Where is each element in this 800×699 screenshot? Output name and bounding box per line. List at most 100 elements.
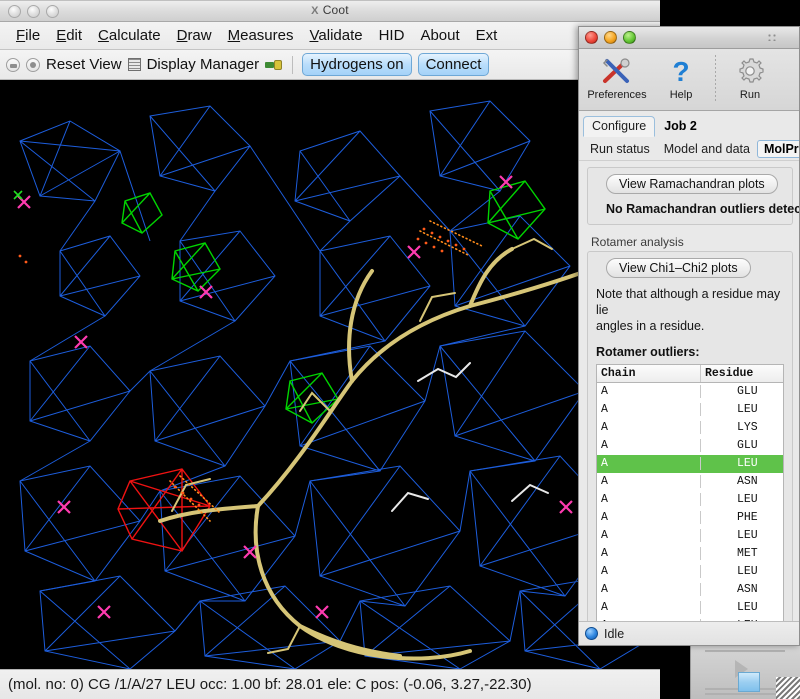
menu-edit[interactable]: Edit [56,27,83,44]
residue-number: 19 [781,403,783,416]
run-button[interactable]: Run [718,53,782,101]
tab-job-2[interactable]: Job 2 [664,119,697,133]
coot-titlebar[interactable]: X Coot [0,0,660,22]
zoom-button[interactable] [46,5,59,18]
close-button[interactable] [585,31,598,44]
coot-status-text: (mol. no: 0) CG /1/A/27 LEU occ: 1.00 bf… [8,676,532,693]
background-window-line [705,693,785,695]
tab-configure[interactable]: Configure [583,116,656,137]
ramachandran-panel: View Ramachandran plots No Ramachandran … [587,167,799,225]
blue-led-icon [585,627,598,640]
residue-number: 54 [781,511,783,524]
cell-residue: LEU 59 [701,529,783,543]
tab-run-status[interactable]: Run status [590,141,650,156]
preferences-label: Preferences [587,89,647,101]
view-ramachandran-plots-button[interactable]: View Ramachandran plots [606,174,778,194]
abort-button[interactable]: Abort [782,53,799,101]
coot-status-indicator[interactable] [738,672,760,692]
tools-icon [585,53,649,89]
table-row[interactable]: A LYS 21 [597,419,783,437]
molprobity-titlebar[interactable] [579,27,799,49]
table-row[interactable]: A LEU 74 [597,563,783,581]
residue-number: 59 [781,529,783,542]
cell-chain: A [597,493,701,507]
table-row[interactable]: A LEU 19 [597,401,783,419]
zoom-button[interactable] [623,31,636,44]
help-button[interactable]: ? Help [649,53,713,101]
menu-hid[interactable]: HID [378,27,405,44]
residue-name: ASN [737,475,758,489]
rotamer-note-line-2: angles in a residue. [596,319,705,334]
table-row[interactable]: ALEU162 [597,617,783,621]
hydrogens-on-button[interactable]: Hydrogens on [302,53,412,76]
cell-chain: A [597,619,701,621]
residue-name: GLU [737,439,758,453]
rotamer-outliers-label: Rotamer outliers: [596,344,700,359]
minimize-button[interactable] [27,5,40,18]
menu-draw[interactable]: Draw [176,27,212,44]
cell-residue: LYS 21 [701,421,783,434]
table-row[interactable]: A MET 63 [597,545,783,563]
molprobity-top-tabs[interactable]: Configure Job 2 [579,111,799,137]
view-chi1-chi2-plots-button[interactable]: View Chi1–Chi2 plots [606,258,751,278]
cell-residue: MET 63 [701,547,783,560]
column-header-residue[interactable]: Residue [705,366,754,380]
menu-calculate[interactable]: Calculate [98,27,161,44]
table-row[interactable]: A ASN 99 [597,581,783,599]
cell-chain: A [597,583,701,597]
table-row[interactable]: A GLU 24 [597,437,783,455]
cell-chain: A [597,475,701,489]
residue-number: 24 [781,439,783,452]
reset-view-button[interactable]: Reset View [46,56,122,73]
menu-validate[interactable]: Validate [309,27,363,44]
coot-3d-viewport[interactable] [0,81,660,669]
table-row[interactable]: A LEU 160 [597,599,783,617]
residue-number: 27 [781,457,783,470]
coot-window-buttons[interactable] [8,5,59,18]
display-manager-button[interactable]: Display Manager [146,56,260,73]
resize-grip-icon[interactable] [776,677,800,699]
radio-flat-icon[interactable] [6,57,20,72]
cell-chain: A [597,421,701,435]
stack-icon[interactable] [127,58,141,71]
residue-name: LEU [737,529,758,543]
tab-molprobity[interactable]: MolProbit [756,139,799,158]
table-row[interactable]: A LEU 27 [597,454,783,473]
table-row[interactable]: A LEU 40 [597,491,783,509]
table-row[interactable]: A LEU 59 [597,527,783,545]
residue-number: 99 [781,583,783,596]
table-row[interactable]: A GLU 17 [597,383,783,401]
cell-residue: LEU162 [701,619,783,621]
menu-measures[interactable]: Measures [227,27,294,44]
menu-about[interactable]: About [420,27,460,44]
molprobity-toolbar[interactable]: Preferences ? Help [579,49,799,111]
run-label: Run [739,89,761,101]
preferences-button[interactable]: Preferences [585,53,649,101]
residue-name: PHE [737,511,758,525]
minimize-button[interactable] [604,31,617,44]
table-row[interactable]: A PHE 54 [597,509,783,527]
menu-file[interactable]: File [16,27,41,44]
residue-name: ASN [737,583,758,597]
tab-model-and-data[interactable]: Model and data [663,141,750,156]
rotamer-outliers-table[interactable]: Chain Residue AGLU17ALEU19ALYS21AGLU24AL… [596,363,784,621]
molprobity-window: Preferences ? Help [578,26,800,646]
molprobity-statusbar: Idle [579,621,799,645]
molprobity-section-tabs[interactable]: Run status Model and data MolProbit [579,137,799,161]
coot-toolbar[interactable]: Reset View Display Manager Hydrogens on … [0,50,660,80]
close-button[interactable] [8,5,21,18]
residue-number: 21 [781,421,783,434]
coot-menubar[interactable]: File Edit Calculate Draw Measures Valida… [0,22,660,50]
table-row[interactable]: A ASN 32 [597,473,783,491]
cell-chain: A [597,439,701,453]
gear-icon [718,53,782,89]
column-header-chain[interactable]: Chain [597,364,701,382]
plug-icon[interactable] [265,59,283,71]
connect-button[interactable]: Connect [417,53,490,76]
radio-dot-icon[interactable] [26,57,40,72]
question-mark-icon: ? [649,53,713,89]
cell-residue: LEU 27 [701,457,783,470]
cell-residue: ASN 32 [701,475,783,489]
menu-extensions[interactable]: Ext [475,27,498,44]
molprobity-window-buttons[interactable] [585,31,636,44]
